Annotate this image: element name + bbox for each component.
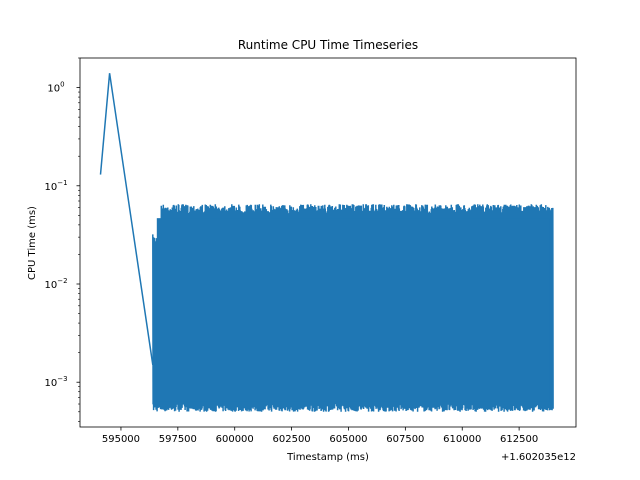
x-axis-offset-label: +1.602035e12 [501,452,576,463]
chart-title: Runtime CPU Time Timeseries [238,38,418,52]
y-tick-exponent: 0 [60,81,64,89]
y-tick-label: 10−2 [44,277,67,291]
x-tick-label: 605000 [329,434,367,445]
x-tick-label: 600000 [216,434,254,445]
y-tick-label: 10−1 [44,179,67,193]
y-tick-base: 10 [47,84,60,95]
series-dense-fill [156,218,550,402]
y-tick-base: 10 [44,280,57,291]
x-tick-label: 597500 [159,434,197,445]
y-axis-label: CPU Time (ms) [27,206,38,280]
y-tick-base: 10 [44,182,57,193]
x-tick-label: 595000 [102,434,140,445]
x-tick-label: 610000 [443,434,481,445]
y-tick-exponent: −1 [57,179,67,187]
x-axis-ticks: 595000 597500 600000 602500 605000 607500 6100… [102,427,538,445]
y-tick-exponent: −2 [57,277,67,285]
x-axis-label: Timestamp (ms) [286,452,369,463]
axes-frame [79,57,577,428]
x-tick-label: 607500 [386,434,424,445]
y-tick-exponent: −3 [57,375,67,383]
x-tick-label: 612500 [500,434,538,445]
series-line-initial [99,73,154,366]
x-tick-label: 602500 [273,434,311,445]
y-tick-base: 10 [44,378,57,389]
y-tick-label: 10−3 [44,375,67,389]
y-tick-label: 100 [47,81,64,95]
plot-area [99,73,554,412]
